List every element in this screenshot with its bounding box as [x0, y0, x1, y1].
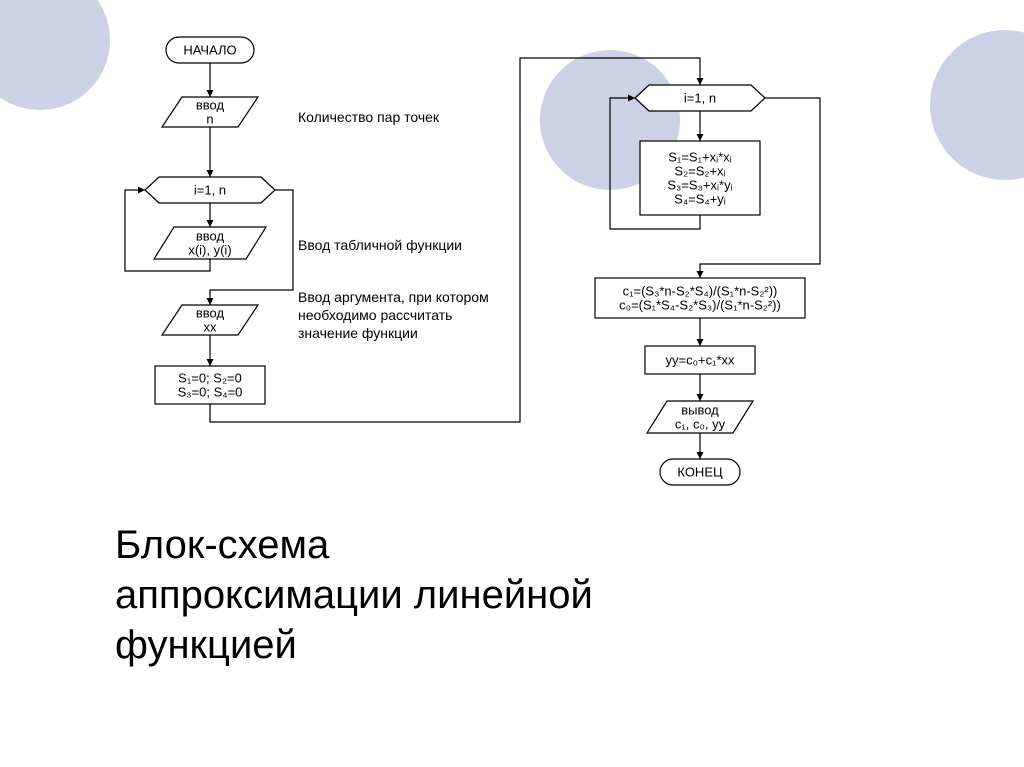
svg-text:S₁=0; S₂=0: S₁=0; S₂=0 — [178, 370, 242, 385]
svg-text:ввод: ввод — [196, 305, 225, 320]
svg-text:c₁, c₀, yy: c₁, c₀, yy — [675, 416, 726, 431]
annot-3: Ввод аргумента, при котором необходимо р… — [298, 288, 498, 343]
svg-text:S₁=S₁+xᵢ*xᵢ: S₁=S₁+xᵢ*xᵢ — [668, 149, 731, 164]
svg-text:S₃=S₃+xᵢ*yᵢ: S₃=S₃+xᵢ*yᵢ — [667, 177, 732, 192]
svg-text:c₀=(S₁*S₄-S₂*S₃)/(S₁*n-S₂²)): c₀=(S₁*S₄-S₂*S₃)/(S₁*n-S₂²)) — [619, 297, 781, 312]
svg-text:S₃=0; S₄=0: S₃=0; S₄=0 — [178, 384, 243, 399]
svg-text:НАЧАЛО: НАЧАЛО — [183, 42, 236, 57]
svg-text:ввод: ввод — [196, 97, 225, 112]
svg-text:ввод: ввод — [196, 228, 225, 243]
svg-text:n: n — [206, 111, 213, 126]
svg-text:вывод: вывод — [681, 402, 719, 417]
svg-text:xx: xx — [204, 319, 218, 334]
page-title: Блок-схема аппроксимации линейной функци… — [115, 520, 615, 670]
annot-1: Количество пар точек — [298, 108, 439, 126]
annot-2: Ввод табличной функции — [298, 236, 462, 254]
svg-text:S₂=S₂+xᵢ: S₂=S₂+xᵢ — [674, 163, 725, 178]
svg-text:i=1, n: i=1, n — [684, 90, 716, 105]
svg-text:S₄=S₄+yᵢ: S₄=S₄+yᵢ — [674, 191, 726, 206]
svg-text:x(i), y(i): x(i), y(i) — [188, 242, 231, 257]
svg-text:yy=c₀+c₁*xx: yy=c₀+c₁*xx — [665, 352, 735, 367]
svg-text:c₁=(S₃*n-S₂*S₄)/(S₁*n-S₂²)): c₁=(S₃*n-S₂*S₄)/(S₁*n-S₂²)) — [623, 283, 778, 298]
svg-text:i=1, n: i=1, n — [194, 182, 226, 197]
svg-text:КОНЕЦ: КОНЕЦ — [677, 464, 723, 479]
